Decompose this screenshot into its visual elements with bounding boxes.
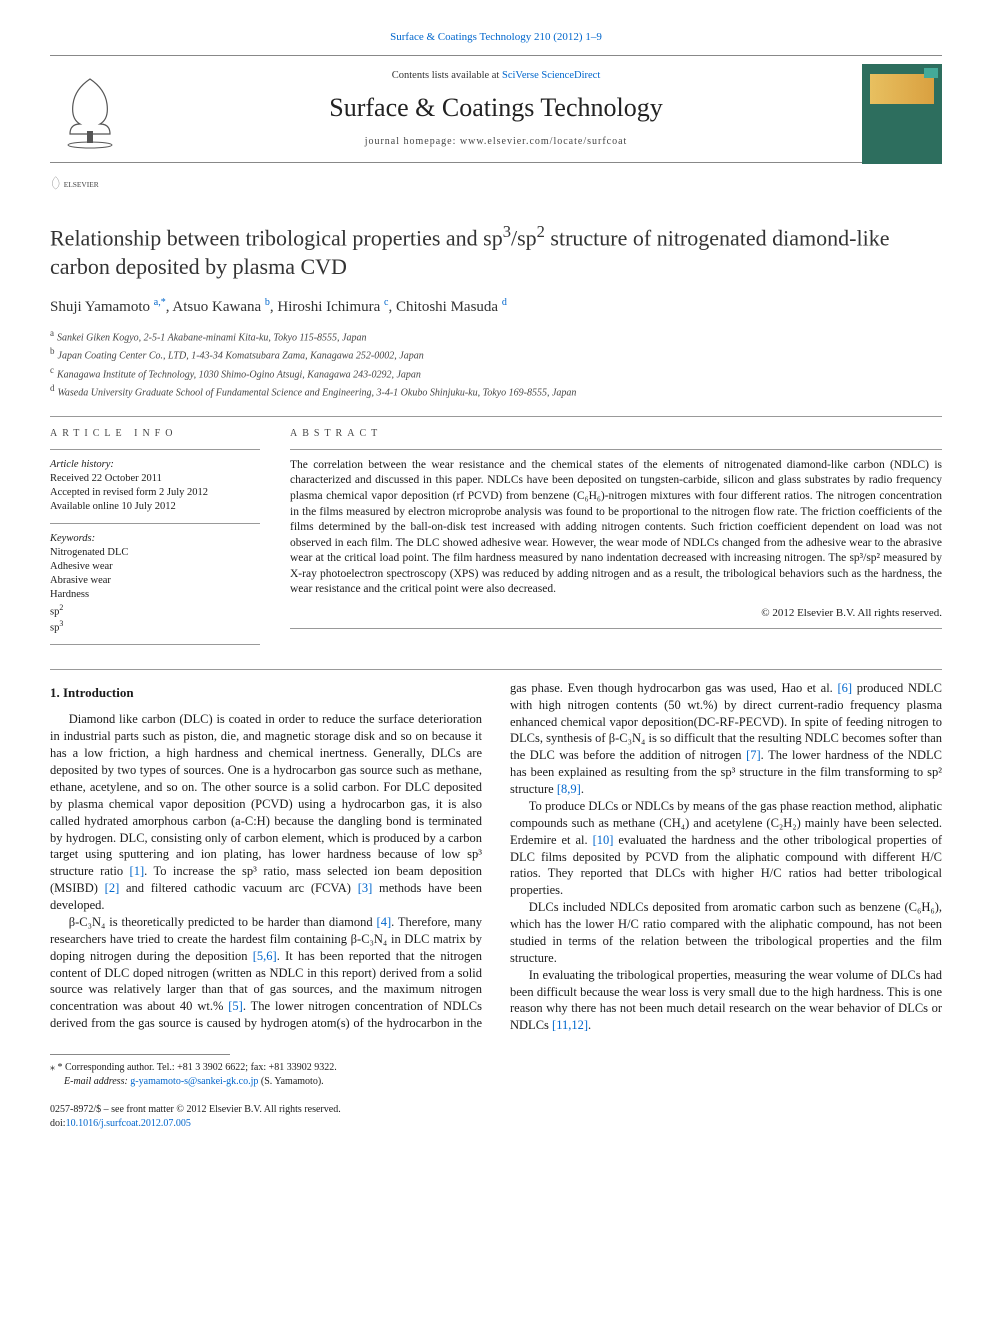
corresponding-author: ⁎ * Corresponding author. Tel.: +81 3 39… [50,1061,942,1089]
keyword-2: Adhesive wear [50,560,260,574]
cover-image [862,64,942,164]
aff-text-c: Kanagawa Institute of Technology, 1030 S… [57,369,421,380]
journal-ref-link[interactable]: Surface & Coatings Technology 210 (2012)… [390,31,602,43]
history-received: Received 22 October 2011 [50,472,260,486]
author-3-marks: c [384,297,388,308]
affiliations: aSankei Giken Kogyo, 2-5-1 Akabane-minam… [50,327,942,400]
keywords-block: Keywords: Nitrogenated DLC Adhesive wear… [50,532,260,645]
ref-6-link[interactable]: [6] [838,681,853,695]
ref-4-link[interactable]: [4] [377,915,392,929]
doi-block: 0257-8972/$ – see front matter © 2012 El… [50,1103,942,1131]
ref-1112-link[interactable]: [11,12] [552,1018,588,1032]
abstract-text: The correlation between the wear resista… [290,458,942,598]
affiliation-b: bJapan Coating Center Co., LTD, 1-43-34 … [50,345,942,363]
sciencedirect-link[interactable]: SciVerse ScienceDirect [502,70,600,81]
section-introduction: 1. Introduction [50,684,482,702]
publisher-tree-icon [50,64,130,154]
author-2[interactable]: Atsuo Kawana [172,299,261,315]
homepage-prefix: journal homepage: [365,136,460,147]
abstract-head: ABSTRACT [290,427,942,441]
elsevier-logo: ELSEVIER [50,171,942,202]
article-info-head: ARTICLE INFO [50,427,260,441]
email-suffix: (S. Yamamoto). [258,1076,323,1087]
info-rule-1 [50,449,260,450]
corr-text: * Corresponding author. Tel.: +81 3 3902… [58,1062,337,1073]
homepage-url[interactable]: www.elsevier.com/locate/surfcoat [460,136,627,147]
keyword-3: Abrasive wear [50,574,260,588]
aff-text-a: Sankei Giken Kogyo, 2-5-1 Akabane-minami… [57,332,366,343]
ref-56-link[interactable]: [5,6] [253,949,277,963]
keyword-4: Hardness [50,588,260,602]
aff-key-b: b [50,346,55,356]
body-columns: 1. Introduction Diamond like carbon (DLC… [50,680,942,1034]
elsevier-text: ELSEVIER [64,180,99,189]
author-1[interactable]: Shuji Yamamoto [50,299,150,315]
keyword-5: sp2 [50,603,260,620]
ref-2-link[interactable]: [2] [105,881,120,895]
aff-text-d: Waseda University Graduate School of Fun… [58,387,577,398]
journal-reference: Surface & Coatings Technology 210 (2012)… [50,30,942,45]
contents-prefix: Contents lists available at [392,70,502,81]
keywords-label: Keywords: [50,532,260,546]
ref-3-link[interactable]: [3] [358,881,373,895]
aff-key-c: c [50,365,54,375]
ref-5-link[interactable]: [5] [228,999,243,1013]
history-label: Article history: [50,458,260,472]
masthead: Contents lists available at SciVerse Sci… [50,55,942,163]
authors-line: Shuji Yamamoto a,*, Atsuo Kawana b, Hiro… [50,296,942,317]
p2g: . [581,782,584,796]
author-3[interactable]: Hiroshi Ichimura [277,299,380,315]
aff-key-a: a [50,328,54,338]
article-history-block: Article history: Received 22 October 201… [50,458,260,524]
journal-homepage-line: journal homepage: www.elsevier.com/locat… [130,135,862,149]
intro-paragraph-1: Diamond like carbon (DLC) is coated in o… [50,711,482,914]
aff-text-b: Japan Coating Center Co., LTD, 1-43-34 K… [58,351,424,362]
author-4[interactable]: Chitoshi Masuda [396,299,498,315]
info-abstract-row: ARTICLE INFO Article history: Received 2… [50,427,942,652]
p2a: β-C₃N₄ is theoretically predicted to be … [69,915,377,929]
ref-89-link[interactable]: [8,9] [557,782,581,796]
keyword-6: sp3 [50,619,260,636]
abstract-rule-bottom [290,628,942,629]
author-1-marks: a,* [154,297,166,308]
history-online: Available online 10 July 2012 [50,500,260,514]
keyword-1: Nitrogenated DLC [50,546,260,560]
intro-paragraph-5: In evaluating the tribological propertie… [510,967,942,1035]
contents-line: Contents lists available at SciVerse Sci… [130,69,862,83]
p1-cont2: and filtered cathodic vacuum arc (FCVA) [119,881,357,895]
footnote-separator [50,1054,230,1055]
doi-link[interactable]: 10.1016/j.surfcoat.2012.07.005 [66,1118,191,1129]
affiliation-a: aSankei Giken Kogyo, 2-5-1 Akabane-minam… [50,327,942,345]
intro-paragraph-4: DLCs included NDLCs deposited from aroma… [510,899,942,967]
p1-text: Diamond like carbon (DLC) is coated in o… [50,712,482,878]
abstract-column: ABSTRACT The correlation between the wea… [290,427,942,652]
author-4-marks: d [502,297,507,308]
ref-1-link[interactable]: [1] [130,864,145,878]
affiliation-d: dWaseda University Graduate School of Fu… [50,382,942,400]
history-accepted: Accepted in revised form 2 July 2012 [50,486,260,500]
doi-prefix: doi: [50,1118,66,1129]
aff-key-d: d [50,383,55,393]
journal-title: Surface & Coatings Technology [130,90,862,125]
divider-top [50,416,942,417]
author-2-marks: b [265,297,270,308]
article-title: Relationship between tribological proper… [50,221,942,282]
masthead-center: Contents lists available at SciVerse Sci… [130,69,862,148]
email-label: E-mail address: [64,1076,130,1087]
ref-10-link[interactable]: [10] [593,833,614,847]
p5b: . [588,1018,591,1032]
affiliation-c: cKanagawa Institute of Technology, 1030 … [50,364,942,382]
corr-email-link[interactable]: g-yamamoto-s@sankei-gk.co.jp [130,1076,258,1087]
journal-cover-thumb [862,64,942,154]
abstract-rule [290,449,942,450]
issn-line: 0257-8972/$ – see front matter © 2012 El… [50,1103,942,1117]
ref-7-link[interactable]: [7] [746,748,761,762]
intro-paragraph-3: To produce DLCs or NDLCs by means of the… [510,798,942,899]
article-info-column: ARTICLE INFO Article history: Received 2… [50,427,260,652]
abstract-copyright: © 2012 Elsevier B.V. All rights reserved… [290,606,942,621]
divider-mid [50,669,942,670]
